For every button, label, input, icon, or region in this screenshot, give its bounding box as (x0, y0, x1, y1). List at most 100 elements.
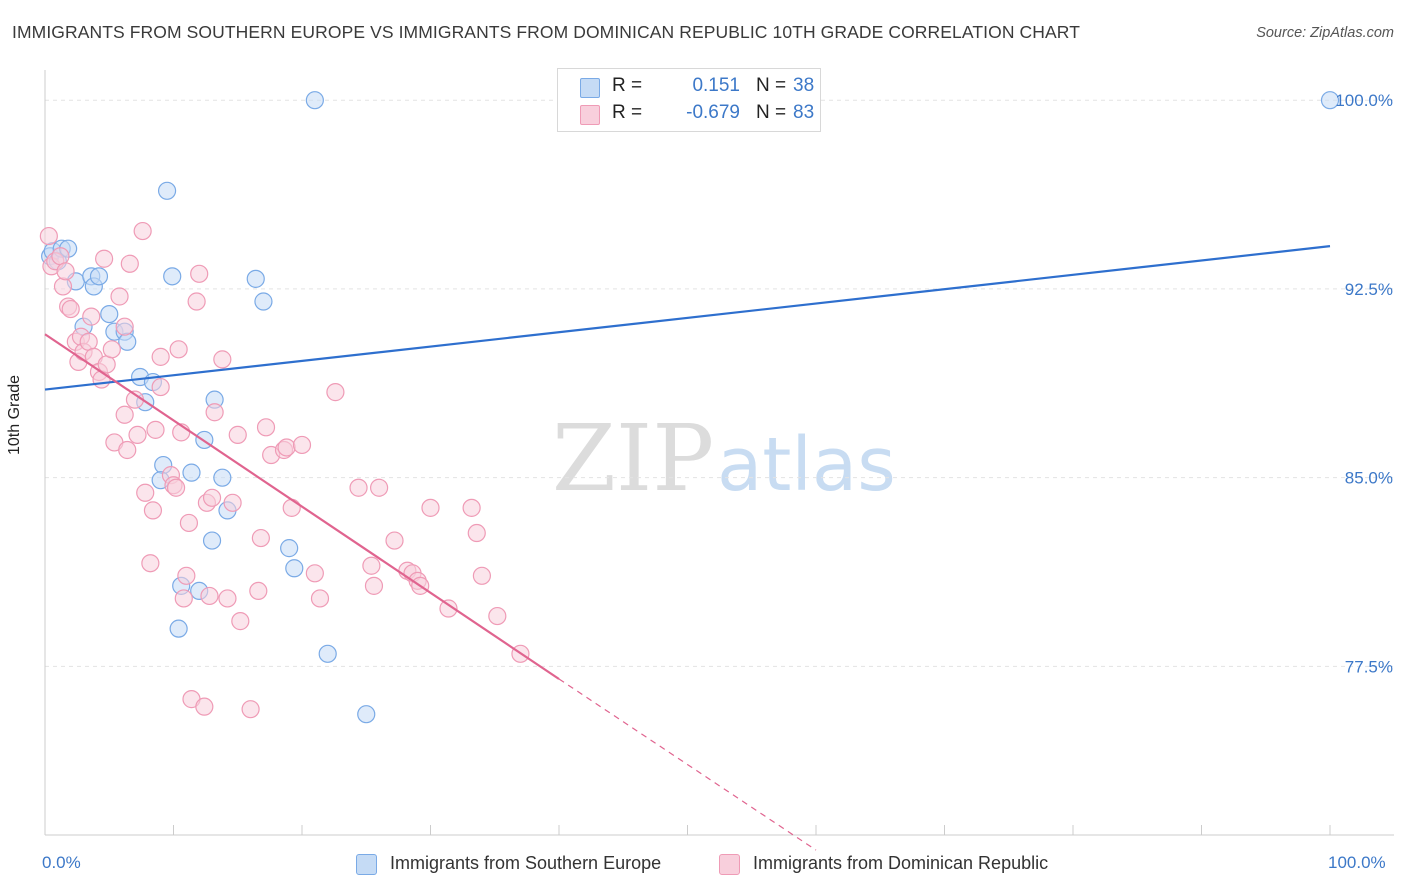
point-dominican-republic (82, 307, 101, 326)
point-dominican-republic (177, 566, 196, 585)
point-dominican-republic (305, 564, 324, 583)
point-southern-europe (305, 91, 324, 110)
series-legend: Immigrants from Southern Europe Immigran… (0, 852, 1406, 878)
y-tick-label: 77.5% (1345, 657, 1393, 676)
point-dominican-republic (151, 347, 170, 366)
point-southern-europe (213, 468, 232, 487)
point-dominican-republic (326, 383, 345, 402)
point-dominican-republic (256, 418, 276, 437)
point-dominican-republic (231, 612, 250, 631)
point-dominican-republic (190, 264, 209, 283)
point-dominican-republic (213, 350, 232, 369)
point-southern-europe (89, 267, 109, 286)
chart-title: IMMIGRANTS FROM SOUTHERN EUROPE VS IMMIG… (12, 22, 1080, 42)
point-dominican-republic (174, 589, 193, 608)
point-southern-europe (357, 705, 376, 724)
y-tick-label: 85.0% (1345, 469, 1393, 488)
point-dominican-republic (92, 370, 111, 389)
point-dominican-republic (166, 478, 186, 497)
point-dominican-republic (120, 254, 139, 273)
point-dominican-republic (95, 249, 114, 268)
point-southern-europe (182, 463, 201, 482)
point-southern-europe (318, 644, 337, 663)
r-label: R = (612, 75, 643, 96)
n-value: 83 (793, 102, 815, 123)
trend-lines (44, 245, 1331, 851)
point-dominican-republic (292, 435, 312, 455)
point-dominican-republic (385, 531, 404, 550)
legend-swatch-pink (719, 854, 740, 875)
legend-label: Immigrants from Dominican Republic (753, 853, 1049, 873)
point-southern-europe (1320, 91, 1340, 110)
point-dominican-republic (488, 606, 507, 626)
n-label: N = (756, 102, 787, 123)
y-tick-label: 92.5% (1345, 280, 1393, 299)
trend-line (44, 245, 1331, 391)
watermark: ZIP atlas (552, 405, 896, 512)
point-dominican-republic (146, 420, 165, 439)
point-dominican-republic (249, 581, 268, 601)
point-dominican-republic (202, 488, 222, 507)
point-dominican-republic (349, 478, 368, 497)
point-dominican-republic (362, 556, 381, 575)
legend-label: Immigrants from Southern Europe (390, 853, 662, 873)
point-southern-europe (100, 304, 119, 324)
watermark-atlas: atlas (717, 422, 896, 508)
point-southern-europe (163, 267, 182, 286)
point-southern-europe (285, 559, 304, 578)
point-dominican-republic (421, 498, 440, 517)
point-dominican-republic (110, 287, 129, 306)
point-dominican-republic (241, 700, 260, 719)
n-label: N = (756, 75, 787, 96)
data-points (39, 91, 1340, 724)
point-southern-europe (118, 332, 137, 351)
point-dominican-republic (136, 483, 155, 502)
point-southern-europe (157, 181, 177, 200)
x-tick-label-max: 100.0% (1328, 853, 1386, 872)
point-dominican-republic (187, 292, 206, 311)
point-dominican-republic (223, 493, 242, 512)
point-dominican-republic (462, 498, 481, 517)
y-axis-label: 10th Grade (6, 374, 23, 455)
point-dominican-republic (205, 403, 224, 422)
point-dominican-republic (61, 299, 80, 319)
r-label: R = (612, 102, 643, 123)
point-dominican-republic (364, 576, 384, 595)
legend-swatch-blue (580, 78, 600, 98)
point-dominican-republic (141, 554, 160, 573)
point-dominican-republic (439, 599, 458, 618)
point-dominican-republic (472, 566, 491, 585)
correlation-legend: R = 0.151 N = 38 R = -0.679 N = 83 (557, 68, 821, 132)
point-dominican-republic (179, 513, 199, 533)
watermark-zip: ZIP (552, 405, 714, 512)
point-dominican-republic (128, 425, 147, 444)
point-dominican-republic (251, 528, 270, 548)
point-southern-europe (246, 269, 265, 288)
point-dominican-republic (115, 317, 134, 336)
point-southern-europe (169, 619, 188, 638)
point-dominican-republic (143, 501, 163, 520)
point-dominican-republic (151, 377, 170, 397)
point-dominican-republic (133, 221, 152, 241)
point-dominican-republic (79, 332, 98, 351)
trend-line (44, 333, 560, 680)
point-dominican-republic (39, 226, 58, 246)
legend-swatch-pink (580, 105, 600, 125)
point-dominican-republic (118, 440, 137, 460)
axes (44, 70, 1394, 836)
r-value: 0.151 (692, 75, 740, 96)
point-dominican-republic (195, 697, 214, 716)
point-dominican-republic (228, 425, 247, 444)
r-value: -0.679 (686, 102, 740, 123)
point-southern-europe (254, 292, 273, 311)
point-dominican-republic (53, 277, 73, 296)
point-dominican-republic (51, 247, 70, 266)
point-dominican-republic (277, 438, 296, 457)
x-tick-label-min: 0.0% (42, 853, 81, 872)
point-dominican-republic (218, 589, 237, 608)
point-dominican-republic (102, 340, 121, 359)
point-southern-europe (202, 531, 222, 550)
legend-swatch-blue (356, 854, 377, 875)
point-dominican-republic (200, 586, 219, 606)
